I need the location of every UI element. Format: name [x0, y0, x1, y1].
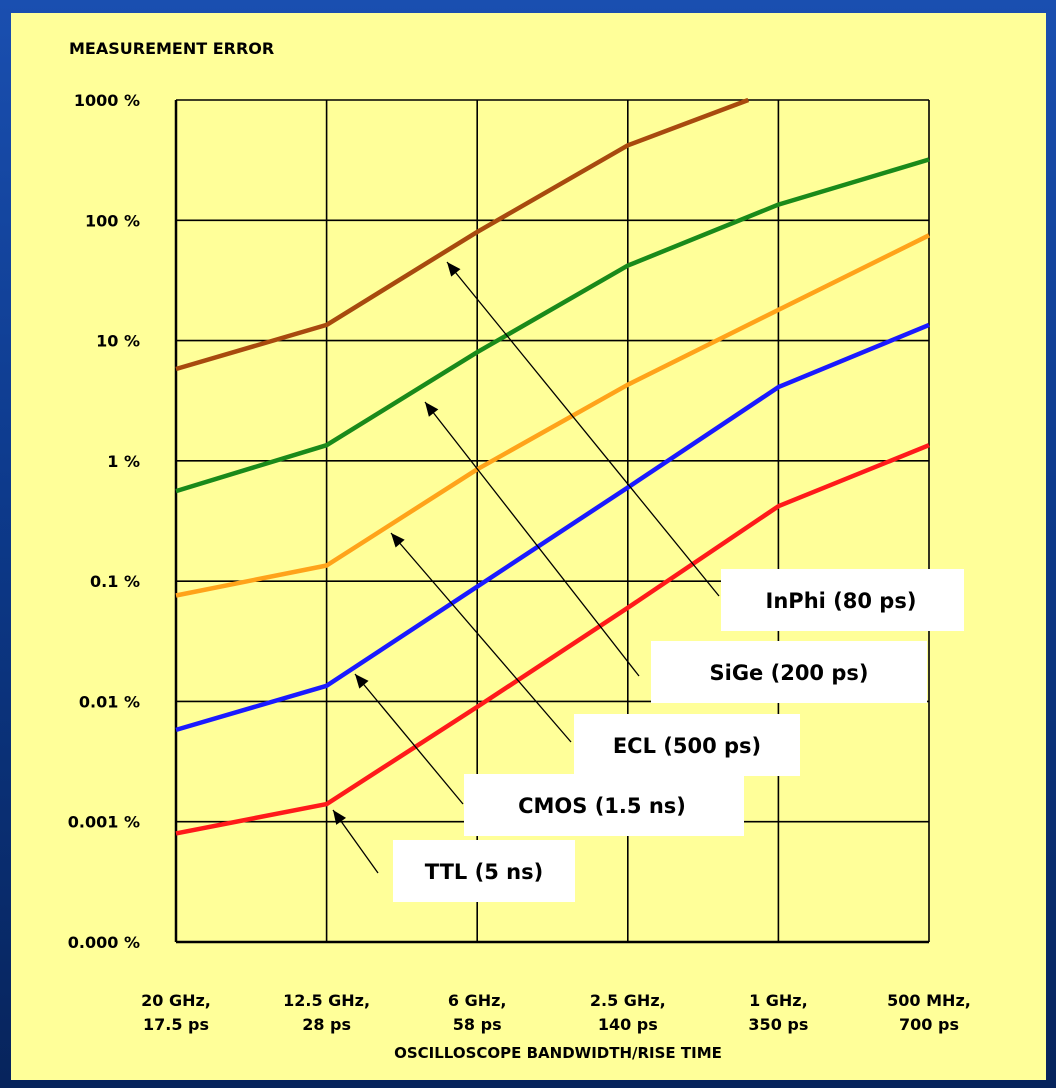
annotation-arrow-line — [424, 401, 640, 677]
x-tick-label: 700 ps — [899, 1015, 959, 1034]
series-line — [175, 443, 930, 836]
annotation-box — [464, 774, 744, 836]
annotation-box — [721, 569, 964, 631]
annotation-label: InPhi (80 ps) — [766, 589, 917, 613]
y-tick-label: 0.01 % — [79, 692, 140, 711]
series-line — [175, 157, 930, 494]
y-tick-label: 0.1 % — [90, 572, 140, 591]
annotation-arrowhead — [447, 262, 461, 277]
y-tick-label: 1 % — [107, 452, 140, 471]
series-line — [175, 233, 930, 598]
x-tick-label: 1 GHz, — [749, 991, 808, 1010]
y-tick-label: 100 % — [85, 211, 140, 230]
y-tick-labels: 1000 % 100 % 10 % 1 % 0.1 % 0.01 % 0.001 % 0.00… — [68, 91, 140, 952]
series-line — [175, 322, 930, 733]
annotation-box — [574, 714, 800, 776]
annotation-label: CMOS (1.5 ns) — [518, 794, 686, 818]
y-tick-label: 1000 % — [74, 91, 140, 110]
annotation-arrow-line — [354, 673, 464, 805]
x-tick-label: 17.5 ps — [143, 1015, 209, 1034]
x-tick-label: 28 ps — [302, 1015, 351, 1034]
x-tick-label: 58 ps — [453, 1015, 502, 1034]
error-vs-bandwidth-chart: MEASUREMENT ERROR 1000 % 100 % 10 % 1 % 0.1 … — [68, 39, 971, 1062]
annotation-labels: TTL (5 ns) CMOS (1.5 ns) ECL (500 ps) SiGe … — [425, 589, 917, 884]
annotation-label: SiGe (200 ps) — [710, 661, 869, 685]
annotation-label: ECL (500 ps) — [613, 734, 761, 758]
annotation-box — [651, 641, 927, 703]
annotation-arrows — [332, 261, 720, 874]
grid — [174, 99, 930, 944]
annotation-boxes — [393, 569, 964, 902]
y-tick-label: 10 % — [96, 332, 140, 351]
annotation-arrow-line — [390, 532, 572, 743]
annotation-arrow-line — [446, 261, 720, 597]
x-tick-label: 12.5 GHz, — [283, 991, 370, 1010]
annotation-arrowhead — [355, 674, 369, 689]
x-tick-label: 20 GHz, — [141, 991, 211, 1010]
series-line — [175, 97, 750, 372]
y-tick-label: 0.001 % — [68, 813, 140, 832]
x-axis-title: OSCILLOSCOPE BANDWIDTH/RISE TIME — [394, 1044, 722, 1062]
annotation-arrowhead — [333, 810, 347, 825]
x-tick-label: 140 ps — [598, 1015, 658, 1034]
x-tick-label: 500 MHz, — [887, 991, 971, 1010]
x-tick-label: 6 GHz, — [448, 991, 507, 1010]
annotation-arrowhead — [425, 402, 439, 417]
x-tick-label: 350 ps — [748, 1015, 808, 1034]
annotation-arrowhead — [391, 533, 405, 548]
y-axis-title: MEASUREMENT ERROR — [69, 39, 274, 58]
annotation-label: TTL (5 ns) — [425, 860, 543, 884]
series-lines — [175, 97, 930, 836]
annotation-box — [393, 840, 575, 902]
x-tick-label: 2.5 GHz, — [590, 991, 666, 1010]
x-tick-labels: 20 GHz, 17.5 ps 12.5 GHz, 28 ps 6 GHz, 58 ps 2… — [141, 991, 971, 1034]
y-tick-label: 0.000 % — [68, 933, 140, 952]
chart-panel: MEASUREMENT ERROR 1000 % 100 % 10 % 1 % 0.1 … — [11, 13, 1046, 1080]
